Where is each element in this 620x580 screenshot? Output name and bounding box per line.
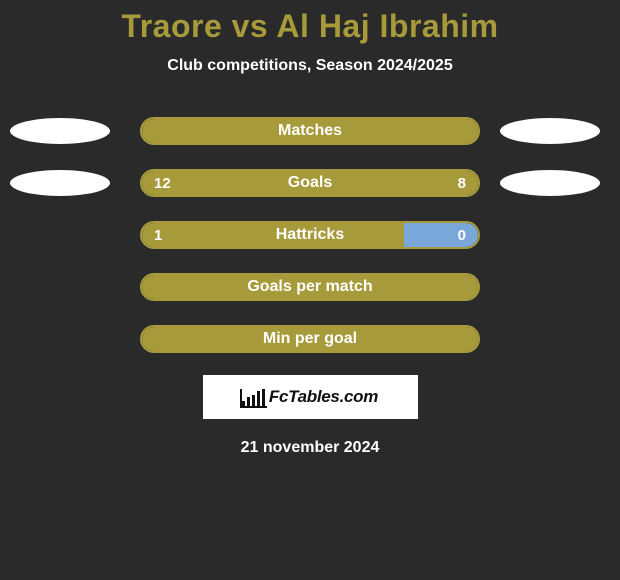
stat-label: Matches bbox=[142, 122, 478, 140]
player-left-placeholder bbox=[10, 170, 110, 196]
page-title: Traore vs Al Haj Ibrahim bbox=[0, 0, 620, 45]
stats-rows: Matches Goals12 8 Hattricks1 0 Goals per matc… bbox=[0, 117, 620, 353]
stat-bar: Min per goal bbox=[140, 325, 480, 353]
subtitle: Club competitions, Season 2024/2025 bbox=[0, 57, 620, 75]
stat-value-right: 0 bbox=[458, 227, 466, 244]
player-right-placeholder bbox=[500, 118, 600, 144]
logo-text: FcTables.com bbox=[269, 387, 378, 407]
stat-row: Min per goal bbox=[0, 325, 620, 353]
title-text: Traore vs Al Haj Ibrahim bbox=[121, 8, 498, 44]
stat-bar: Goals per match bbox=[140, 273, 480, 301]
logo-chart-icon bbox=[242, 387, 265, 407]
stat-bar: Matches bbox=[140, 117, 480, 145]
stat-row: Goals12 8 bbox=[0, 169, 620, 197]
player-left-placeholder bbox=[10, 118, 110, 144]
stat-value-right: 8 bbox=[458, 175, 466, 192]
date-text: 21 november 2024 bbox=[0, 439, 620, 457]
stat-bar: Goals12 8 bbox=[140, 169, 480, 197]
stat-row: Matches bbox=[0, 117, 620, 145]
player-right-placeholder bbox=[500, 170, 600, 196]
stat-label: Goals per match bbox=[142, 278, 478, 296]
stat-label: Hattricks bbox=[142, 226, 478, 244]
stat-row: Goals per match bbox=[0, 273, 620, 301]
stat-row: Hattricks1 0 bbox=[0, 221, 620, 249]
stat-label: Min per goal bbox=[142, 330, 478, 348]
stat-value-left: 12 bbox=[154, 175, 171, 192]
logo: FcTables.com bbox=[203, 375, 418, 419]
stat-value-left: 1 bbox=[154, 227, 162, 244]
stat-bar: Hattricks1 0 bbox=[140, 221, 480, 249]
stat-label: Goals bbox=[142, 174, 478, 192]
